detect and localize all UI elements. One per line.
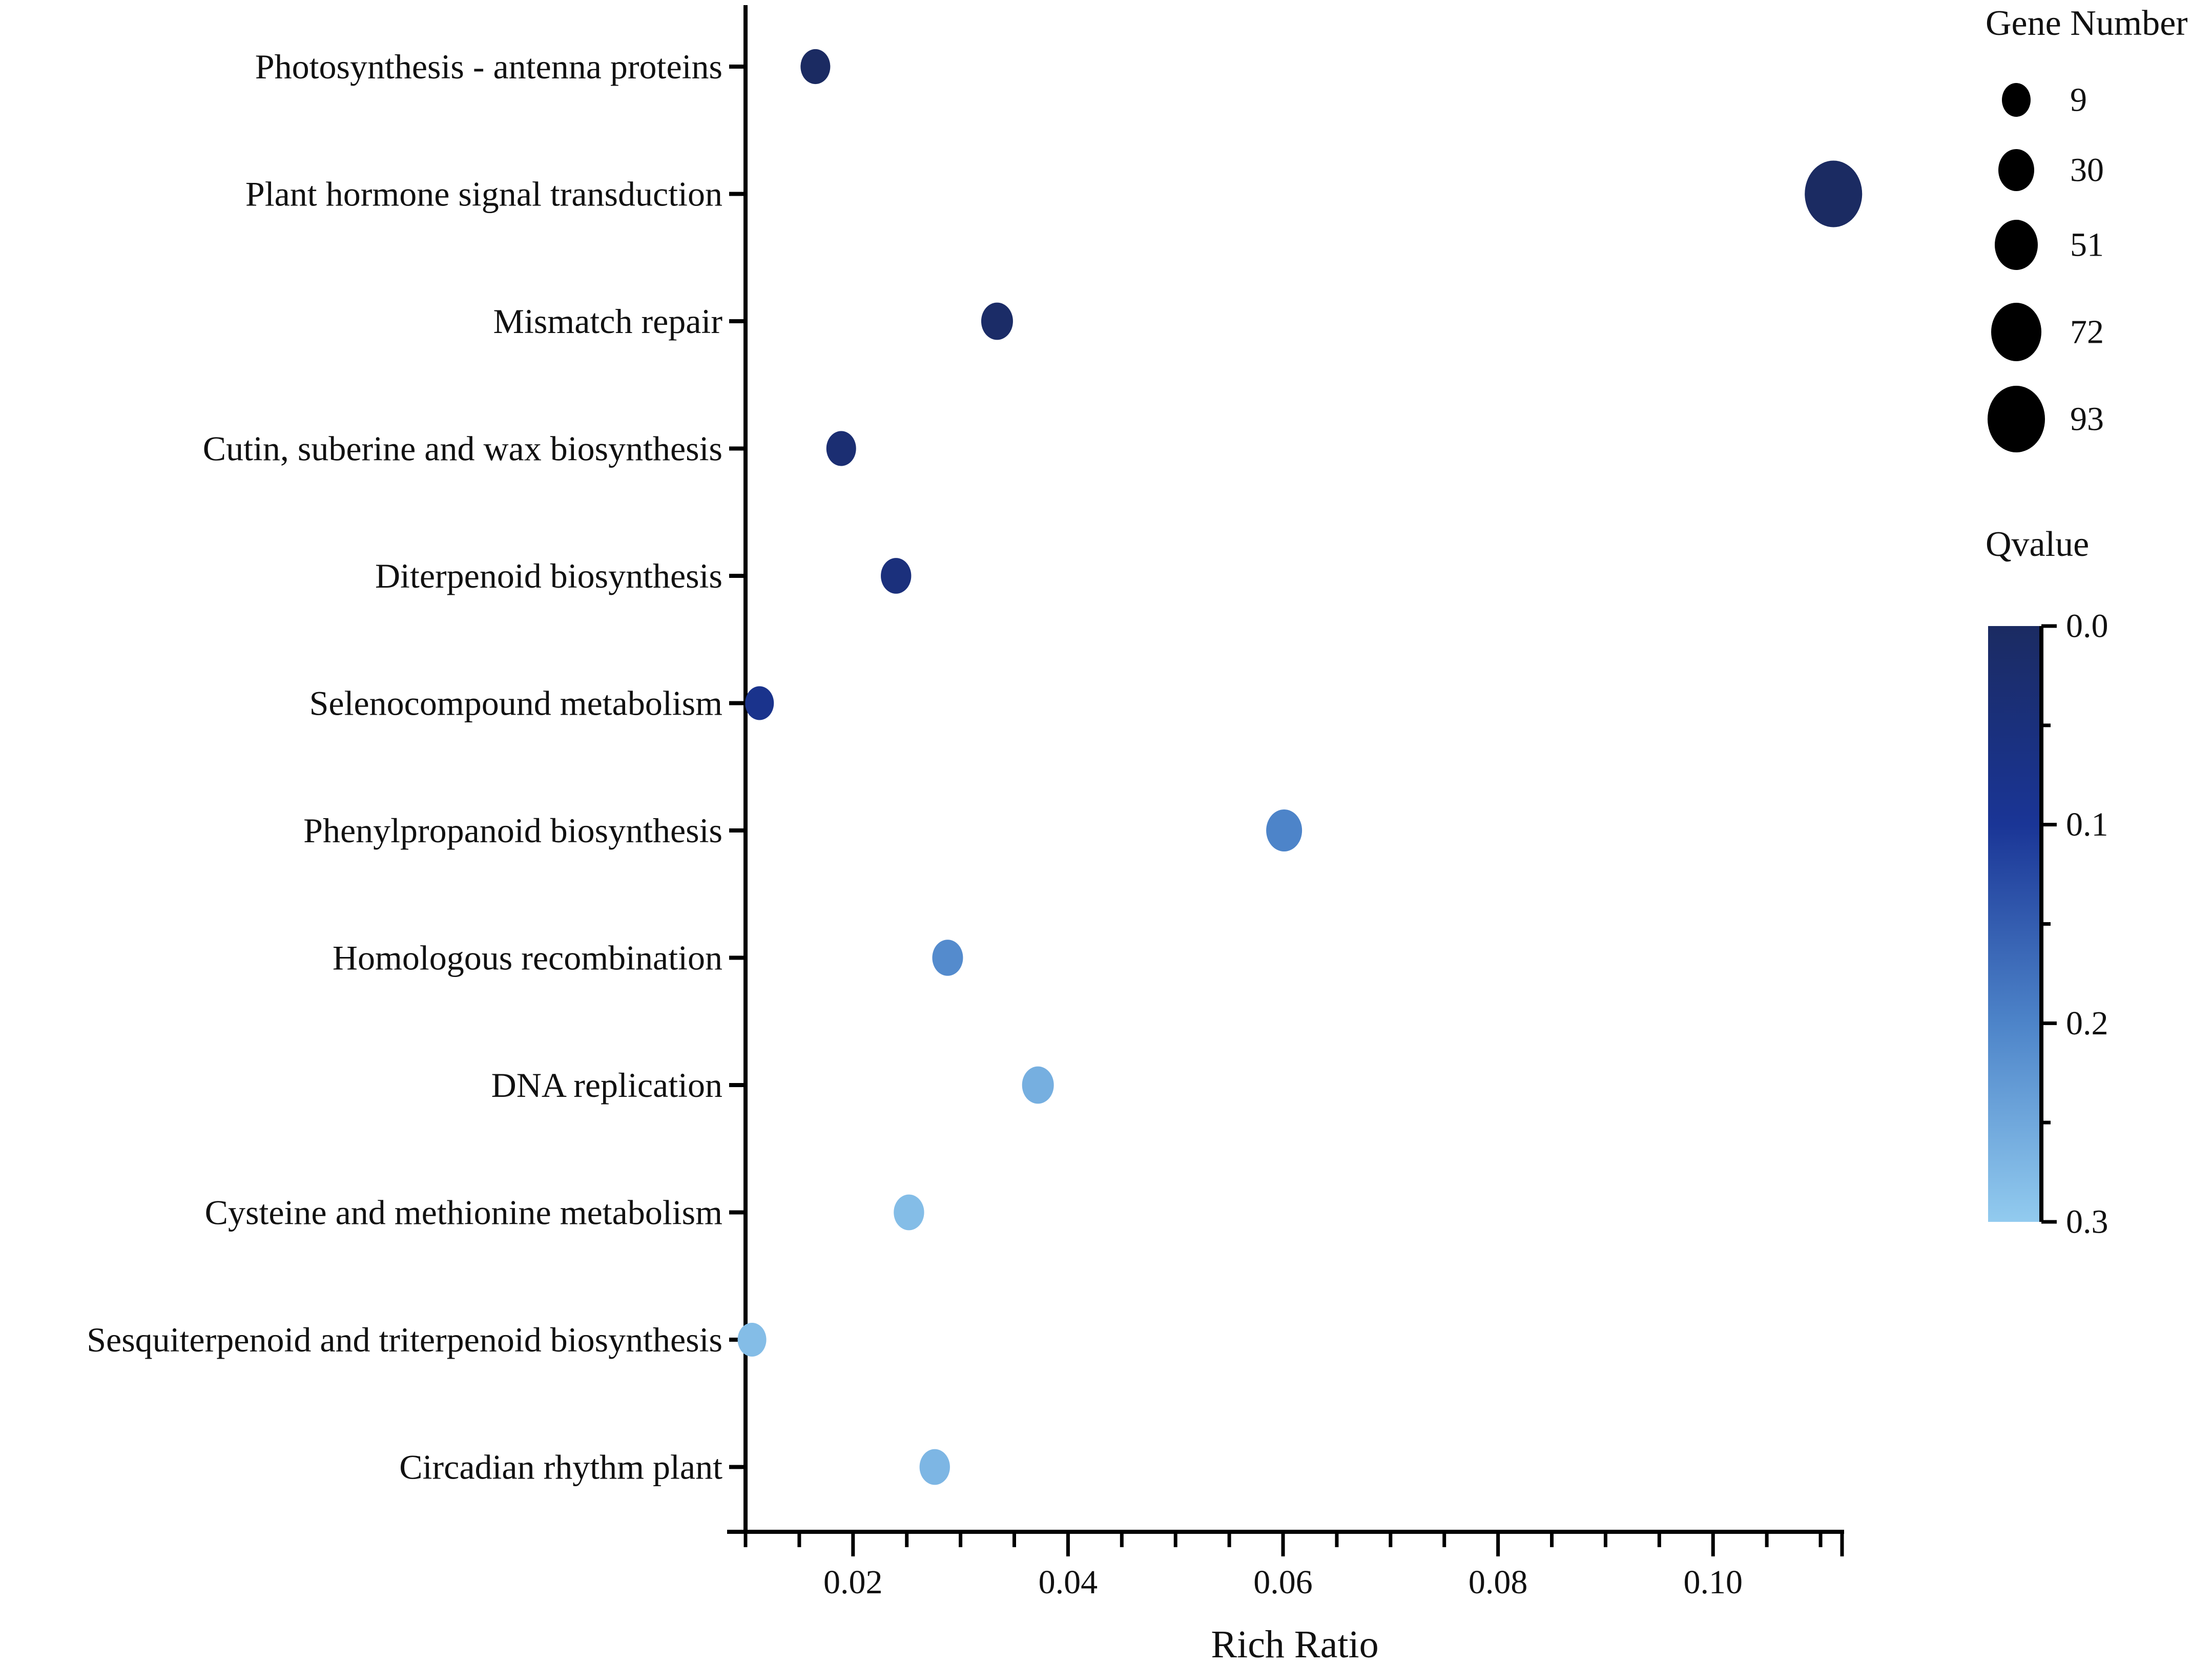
category-label: DNA replication [491, 1066, 722, 1105]
category-label: Photosynthesis - antenna proteins [255, 47, 722, 86]
x-axis: 0.02 0.04 0.06 0.08 0.10 Rich Ratio [727, 1530, 1844, 1665]
data-point [737, 1323, 767, 1357]
size-legend-marker [1995, 220, 2038, 270]
category-label: Diterpenoid biosynthesis [375, 556, 722, 595]
data-point [745, 686, 774, 720]
category-label: Selenocompound metabolism [309, 684, 722, 723]
data-point [981, 302, 1013, 340]
data-point [881, 558, 912, 594]
size-legend-title: Gene Number [1986, 4, 2188, 43]
colorbar-tick-label: 0.1 [2066, 806, 2108, 843]
x-tick-label: 0.04 [1039, 1564, 1098, 1601]
size-legend-marker [1988, 386, 2045, 452]
colorbar-tick-label: 0.2 [2066, 1005, 2108, 1042]
data-point [800, 49, 831, 85]
size-legend-label: 51 [2070, 226, 2104, 264]
size-legend-marker [1991, 303, 2041, 361]
data-point [919, 1449, 950, 1485]
y-axis: Photosynthesis - antenna proteins Plant h… [87, 5, 748, 1534]
data-point [1022, 1066, 1054, 1104]
data-point [826, 431, 856, 466]
data-point [1266, 809, 1303, 851]
x-tick-label: 0.08 [1469, 1564, 1528, 1601]
gene-number-legend: Gene Number 9 30 51 72 93 [1986, 4, 2188, 452]
category-label: Homologous recombination [333, 939, 722, 977]
x-tick-label: 0.10 [1683, 1564, 1743, 1601]
size-legend-marker [1998, 149, 2034, 191]
size-legend-label: 72 [2070, 314, 2104, 351]
category-label: Plant hormone signal transduction [245, 175, 722, 214]
category-label: Sesquiterpenoid and triterpenoid biosynt… [87, 1320, 722, 1359]
data-point [894, 1194, 924, 1231]
data-points [737, 49, 1863, 1485]
category-label: Mismatch repair [493, 302, 722, 341]
colorbar [1988, 626, 2039, 1222]
x-axis-title: Rich Ratio [1211, 1623, 1378, 1665]
x-tick-label: 0.02 [823, 1564, 883, 1601]
data-point [1805, 160, 1863, 227]
color-legend-title: Qvalue [1986, 525, 2089, 564]
data-point [932, 940, 963, 976]
size-legend-label: 30 [2070, 152, 2104, 189]
category-label: Cutin, suberine and wax biosynthesis [203, 429, 722, 468]
qvalue-colorbar-legend: Qvalue 0.0 0.1 0.2 0.3 [1986, 525, 2108, 1241]
colorbar-tick-label: 0.3 [2066, 1203, 2108, 1241]
size-legend-marker [2002, 83, 2031, 117]
size-legend-label: 93 [2070, 401, 2104, 438]
category-label: Phenylpropanoid biosynthesis [303, 811, 722, 850]
category-label: Cysteine and methionine metabolism [205, 1193, 722, 1232]
colorbar-tick-label: 0.0 [2066, 608, 2108, 645]
x-tick-label: 0.06 [1253, 1564, 1313, 1601]
category-label: Circadian rhythm plant [399, 1448, 722, 1487]
size-legend-label: 9 [2070, 81, 2087, 119]
